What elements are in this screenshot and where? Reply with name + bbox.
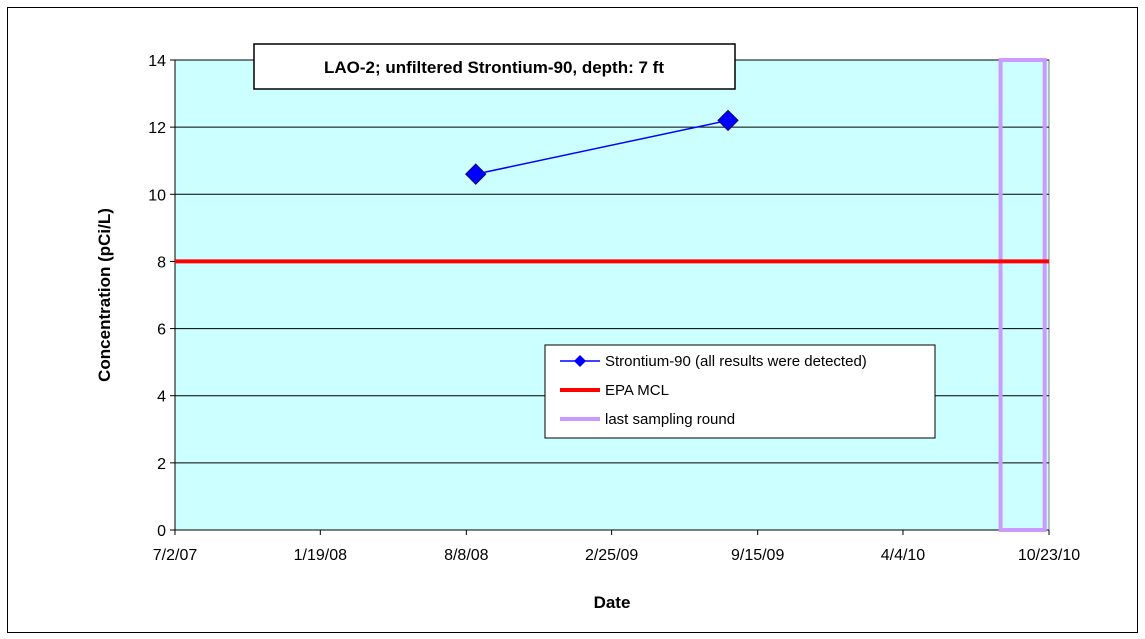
strontium-90-line	[475, 119, 729, 175]
chart-title: LAO-2; unfiltered Strontium-90, depth: 7…	[324, 58, 664, 77]
strontium-90-point	[465, 163, 487, 185]
y-axis-label: Concentration (pCi/L)	[95, 208, 114, 382]
x-tick-label: 2/25/09	[585, 547, 638, 564]
x-tick-label: 7/2/07	[153, 547, 198, 564]
y-tick-label: 12	[148, 120, 166, 137]
y-tick-label: 14	[148, 53, 166, 70]
legend-box	[544, 344, 936, 439]
plot-area	[174, 59, 1050, 531]
strontium-90-point	[717, 109, 739, 132]
series-marks	[175, 58, 1049, 532]
x-tick-label: 1/19/08	[294, 547, 347, 564]
y-tick-label: 8	[157, 254, 166, 271]
legend: Strontium-90 (all results were detected)…	[544, 344, 936, 439]
y-tick-label: 4	[157, 389, 166, 406]
last-sampling-round-band	[998, 58, 1047, 532]
legend-marker-diamond	[574, 355, 586, 367]
y-tick-label: 0	[157, 523, 166, 540]
legend-label: EPA MCL	[605, 382, 669, 399]
x-tick-label: 9/15/09	[731, 547, 784, 564]
y-tick-labels: 0 2 4 6 8 10 12 14	[148, 53, 175, 540]
y-tick-label: 2	[157, 456, 166, 473]
legend-label: Strontium-90 (all results were detected)	[605, 353, 867, 370]
y-tick-label: 6	[157, 322, 166, 339]
y-tick-label: 10	[148, 187, 166, 204]
x-tick-label: 10/23/10	[1018, 547, 1080, 564]
title-box: LAO-2; unfiltered Strontium-90, depth: 7…	[253, 43, 736, 90]
x-tick-labels: 7/2/07 1/19/08 8/8/08 2/25/09 9/15/09 4/4/10 1…	[153, 530, 1080, 564]
x-axis-label: Date	[594, 593, 631, 612]
legend-label: last sampling round	[605, 411, 735, 428]
x-tick-label: 8/8/08	[444, 547, 489, 564]
x-tick-label: 4/4/10	[881, 547, 926, 564]
